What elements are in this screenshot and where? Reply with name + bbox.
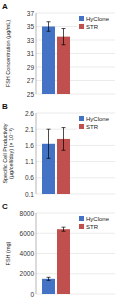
legend-label: HyClone	[86, 116, 110, 122]
y-tick-label: 0	[30, 291, 34, 298]
y-axis-label: FSH Concentration (μg/mL)	[5, 20, 11, 88]
y-tick-label: 35	[27, 23, 35, 30]
legend-label: STR	[86, 24, 99, 30]
legend-swatch	[79, 124, 84, 129]
panel-title: B	[2, 102, 8, 111]
panel-title: C	[2, 202, 8, 211]
y-axis-label-line: FSH Concentration (μg/mL)	[5, 20, 11, 88]
chart: 25 27 29 31 33 35 37 A FSH Concentration (μg/mL)…	[0, 0, 118, 300]
grid-line	[36, 273, 115, 274]
bar	[42, 27, 55, 95]
error-bar	[47, 22, 51, 31]
y-axis-label-line: FSH (mg)	[5, 241, 11, 265]
grid-line	[36, 13, 115, 14]
y-tick-label: 0.1	[25, 191, 34, 198]
y-tick-label: 4000	[20, 250, 35, 257]
legend-label: STR	[86, 224, 99, 230]
legend-label: STR	[86, 124, 99, 130]
legend: HyClone STR	[77, 14, 115, 32]
bar	[57, 229, 70, 294]
y-tick-label: 2.6	[25, 110, 34, 117]
y-tick-label: 33	[27, 37, 35, 44]
bars	[42, 128, 70, 194]
bar	[57, 37, 70, 94]
legend-background	[77, 14, 115, 32]
panel-title: A	[2, 2, 8, 11]
error-bar	[62, 227, 66, 231]
y-tick-label: 25	[27, 91, 35, 98]
legend-swatch	[79, 224, 84, 229]
legend: HyClone STR	[77, 214, 115, 232]
grid-line	[36, 253, 115, 254]
y-tick-label: 0.6	[25, 174, 34, 181]
y-axis-line	[36, 213, 37, 294]
grid-line	[36, 213, 115, 214]
panel: 0.1 0.6 1.1 1.6 2.1 2.6 B Specific Cell Product…	[2, 102, 115, 198]
legend-background	[77, 214, 115, 232]
grid-line	[36, 233, 115, 234]
error-bar	[62, 29, 66, 45]
y-tick-label: 2.1	[25, 126, 34, 133]
y-axis-label-line: (μg/cell/day) (× 10⁻¹)	[8, 128, 14, 179]
y-tick-label: 6000	[20, 230, 35, 237]
bar	[42, 279, 55, 294]
error-bar	[47, 277, 51, 280]
legend-label: HyClone	[86, 216, 110, 222]
legend-swatch	[79, 216, 84, 221]
y-tick-label: 27	[27, 77, 35, 84]
legend-swatch	[79, 116, 84, 121]
grid-line	[36, 113, 115, 114]
error-bar	[62, 128, 66, 151]
panel: 0 2000 4000 6000 8000 C FSH (mg) HyClone STR	[2, 202, 115, 298]
y-tick-label: 37	[27, 10, 35, 17]
y-axis-label: FSH (mg)	[5, 241, 11, 265]
bars	[42, 227, 70, 294]
legend-swatch	[79, 24, 84, 29]
legend: HyClone STR	[77, 114, 115, 132]
bars	[42, 22, 70, 94]
y-axis-line	[36, 113, 37, 194]
panel: 25 27 29 31 33 35 37 A FSH Concentration (μg/mL)…	[2, 2, 115, 263]
y-axis-label-line: Specific Cell Productivity	[2, 123, 8, 183]
y-tick-label: 31	[27, 50, 35, 57]
y-axis-label: Specific Cell Productivity(μg/cell/day) …	[2, 123, 14, 183]
y-tick-label: 1.1	[25, 158, 34, 165]
legend-swatch	[79, 16, 84, 21]
legend-background	[77, 114, 115, 132]
error-bar	[47, 129, 51, 158]
legend-label: HyClone	[86, 16, 110, 22]
y-tick-label: 8000	[20, 210, 35, 217]
y-axis-line	[36, 13, 37, 94]
y-tick-label: 1.6	[25, 142, 34, 149]
y-tick-label: 29	[27, 64, 35, 71]
y-tick-label: 2000	[20, 270, 35, 277]
